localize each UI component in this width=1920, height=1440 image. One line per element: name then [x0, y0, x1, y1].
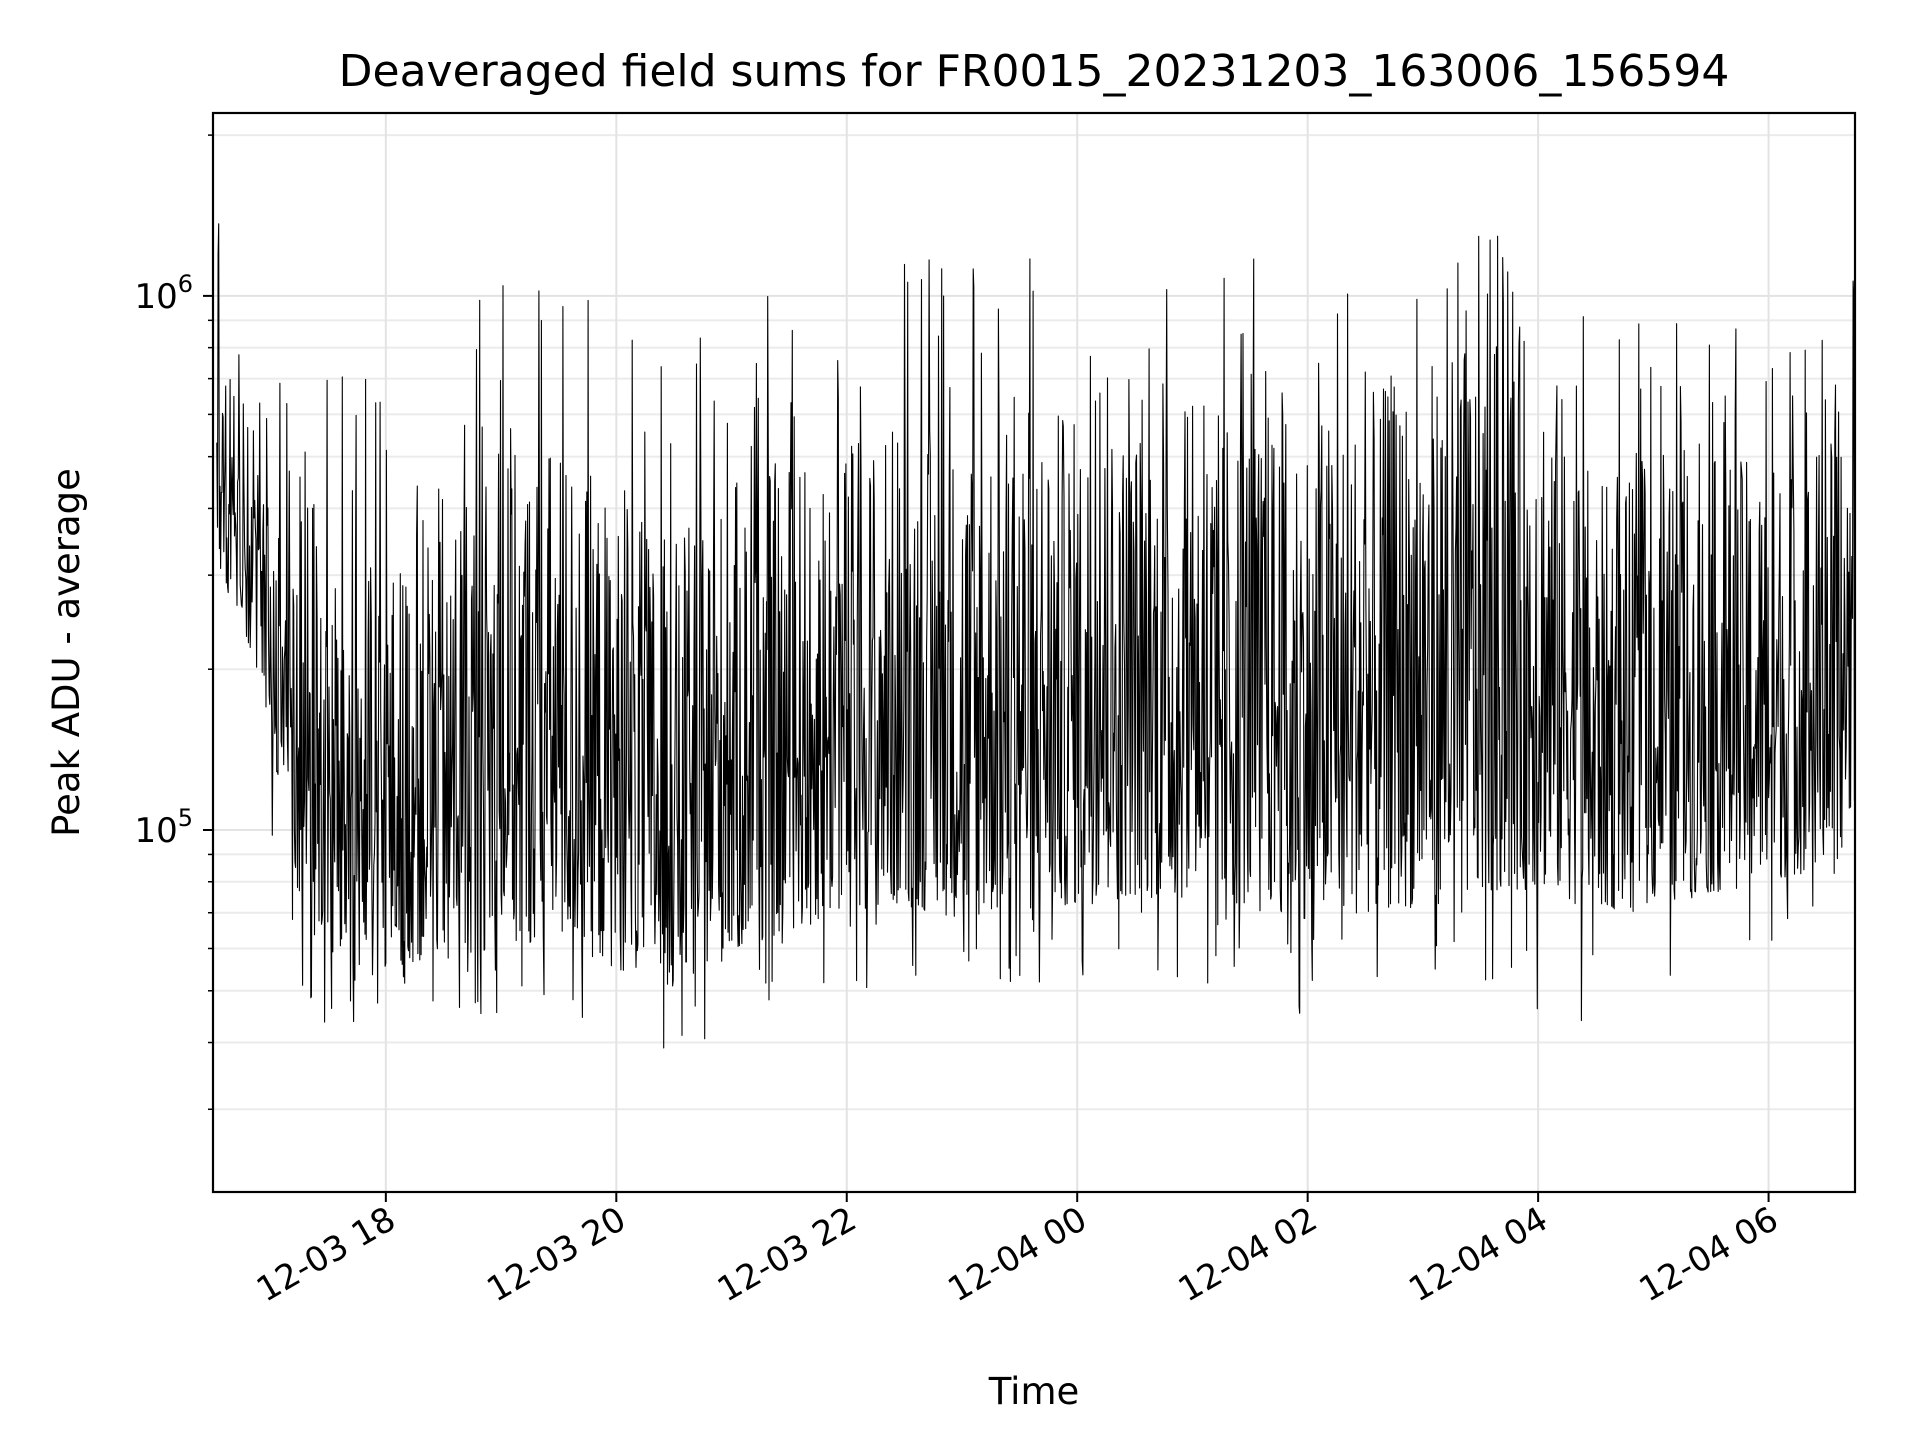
y-tick-label: 106	[134, 270, 193, 317]
grid	[213, 113, 1855, 1192]
y-axis-label: Peak ADU - average	[45, 468, 88, 837]
series-line-group	[216, 223, 1856, 1049]
y-tick-label-base: 10	[134, 277, 177, 317]
y-tick-label-exponent: 5	[178, 804, 193, 832]
x-tick-label: 12-03 20	[480, 1199, 632, 1310]
series-line	[216, 223, 1856, 1049]
x-tick-label: 12-03 18	[250, 1199, 402, 1310]
y-tick-label-base: 10	[134, 811, 177, 851]
y-tick-label: 105	[134, 804, 193, 851]
x-tick-label: 12-04 04	[1402, 1199, 1554, 1310]
x-axis-label: Time	[988, 1370, 1080, 1413]
x-ticks: 12-03 18 12-03 20 12-03 22 12-04 00 12-04 02…	[250, 1192, 1785, 1310]
x-tick-label: 12-03 22	[711, 1199, 863, 1310]
x-tick-label: 12-04 06	[1633, 1199, 1785, 1310]
y-tick-label-exponent: 6	[178, 270, 193, 298]
x-tick-label: 12-04 00	[941, 1199, 1093, 1310]
x-tick-label: 12-04 02	[1172, 1199, 1324, 1310]
chart-title: Deaveraged field sums for FR0015_2023120…	[339, 46, 1730, 97]
plot-frame	[211, 111, 1857, 1194]
